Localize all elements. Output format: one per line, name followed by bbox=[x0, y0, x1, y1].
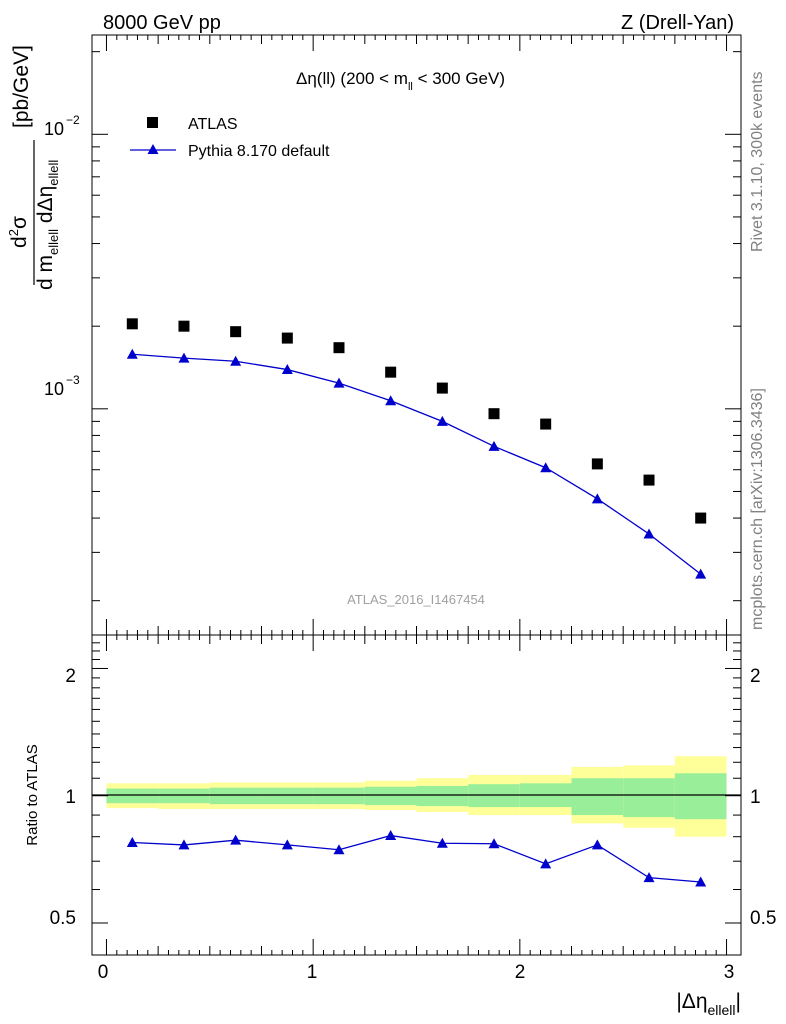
mc-point bbox=[488, 440, 500, 451]
ratio-band-inner bbox=[416, 785, 469, 807]
ratio-mc-point bbox=[540, 858, 552, 869]
mc-point bbox=[643, 528, 655, 539]
atlas-point bbox=[695, 512, 707, 524]
atlas-point bbox=[333, 342, 345, 354]
ratio-mc-line bbox=[132, 834, 701, 883]
atlas-point bbox=[126, 318, 138, 330]
mc-point bbox=[591, 493, 603, 504]
atlas-point bbox=[488, 408, 500, 420]
legend: ATLAS Pythia 8.170 default bbox=[130, 116, 330, 160]
ratio-band-inner bbox=[674, 773, 727, 820]
ratio-mc-point bbox=[488, 838, 500, 849]
legend-marker-mc bbox=[147, 144, 159, 154]
atlas-point bbox=[436, 382, 448, 394]
ratio-band-inner bbox=[261, 787, 314, 805]
atlas-point bbox=[178, 320, 190, 332]
ratio-panel: 2 2 1 1 0.5 0.5 Ratio to ATLAS bbox=[24, 634, 776, 956]
legend-marker-atlas bbox=[147, 117, 158, 128]
ratio-band-inner bbox=[158, 788, 210, 804]
mc-point bbox=[281, 364, 293, 375]
mc-point bbox=[385, 395, 397, 406]
mc-point bbox=[230, 355, 242, 366]
mc-point bbox=[695, 568, 707, 579]
analysis-watermark: ATLAS_2016_I1467454 bbox=[347, 592, 485, 607]
ytick-label-1e-3: 10 bbox=[44, 379, 64, 399]
ratio-band-inner bbox=[364, 786, 417, 806]
ratio-mc-point bbox=[126, 837, 138, 848]
main-data-layer bbox=[126, 318, 707, 579]
mc-line bbox=[132, 353, 702, 575]
ytick-exp-1e-2: −2 bbox=[66, 113, 80, 127]
mcplots-label: mcplots.cern.ch [arXiv:1306.3436] bbox=[749, 388, 766, 630]
xtick-label-0: 0 bbox=[98, 962, 109, 983]
ylabel-numerator: d2σ bbox=[6, 216, 31, 248]
ratio-ticks bbox=[92, 635, 741, 955]
atlas-point bbox=[385, 366, 397, 378]
header-right: Z (Drell-Yan) bbox=[621, 12, 734, 34]
atlas-point bbox=[281, 332, 293, 344]
ylabel-units: [pb/GeV] bbox=[10, 45, 33, 128]
xaxis-label: |Δηellell| bbox=[676, 990, 741, 1018]
ratio-ylabel: Ratio to ATLAS bbox=[24, 744, 41, 845]
xtick-label-3: 3 bbox=[724, 962, 735, 983]
ratio-band-inner bbox=[313, 787, 365, 805]
ratio-band-inner bbox=[209, 787, 262, 805]
mc-point bbox=[436, 415, 448, 426]
main-ticks bbox=[92, 35, 741, 635]
main-panel: 10 −2 10 −3 d2σ d mellell dΔηellell [pb/… bbox=[6, 34, 742, 636]
mc-point bbox=[178, 352, 190, 363]
ratio-band-inner bbox=[468, 784, 520, 808]
legend-label-atlas: ATLAS bbox=[188, 116, 238, 133]
ratio-ytick-1-left: 1 bbox=[65, 787, 76, 808]
ratio-ytick-1-right: 1 bbox=[750, 787, 761, 808]
xtick-label-1: 1 bbox=[307, 962, 318, 983]
legend-label-mc: Pythia 8.170 default bbox=[188, 143, 330, 160]
ratio-band-inner bbox=[106, 788, 159, 804]
ratio-ytick-2-right: 2 bbox=[750, 666, 761, 687]
main-ylabel: d2σ d mellell dΔηellell [pb/GeV] bbox=[6, 45, 61, 290]
xtick-label-2: 2 bbox=[515, 962, 526, 983]
mc-point bbox=[126, 348, 138, 359]
panel-title: Δη(ll) (200 < mll < 300 GeV) bbox=[296, 69, 505, 93]
mc-point bbox=[333, 377, 345, 388]
ratio-band-inner bbox=[623, 778, 675, 818]
ratio-mc-point bbox=[230, 834, 242, 845]
ratio-data-layer bbox=[126, 830, 707, 887]
ratio-mc-point bbox=[643, 872, 655, 883]
atlas-point bbox=[230, 326, 242, 338]
rivet-label: Rivet 3.1.10, 300k events bbox=[749, 71, 766, 252]
ytick-label-1e-2: 10 bbox=[44, 119, 64, 139]
ratio-mc-point bbox=[695, 876, 707, 887]
ylabel-denominator: d mellell dΔηellell bbox=[34, 160, 61, 290]
header-left: 8000 GeV pp bbox=[103, 12, 221, 34]
atlas-point bbox=[643, 474, 655, 486]
ratio-mc-point bbox=[281, 839, 293, 850]
atlas-point bbox=[540, 418, 552, 430]
ratio-mc-point bbox=[178, 839, 190, 850]
ratio-mc-point bbox=[385, 830, 397, 841]
ratio-ytick-05-left: 0.5 bbox=[50, 908, 76, 929]
mc-point bbox=[540, 462, 552, 473]
ratio-band-inner bbox=[571, 778, 624, 816]
ratio-mc-point bbox=[591, 839, 603, 850]
ratio-ytick-05-right: 0.5 bbox=[750, 908, 776, 929]
atlas-point bbox=[591, 458, 603, 470]
ratio-mc-point bbox=[333, 844, 345, 855]
ratio-ytick-2-left: 2 bbox=[65, 666, 76, 687]
ratio-bands bbox=[106, 756, 727, 837]
ratio-mc-point bbox=[436, 837, 448, 848]
ytick-exp-1e-3: −3 bbox=[66, 373, 80, 387]
